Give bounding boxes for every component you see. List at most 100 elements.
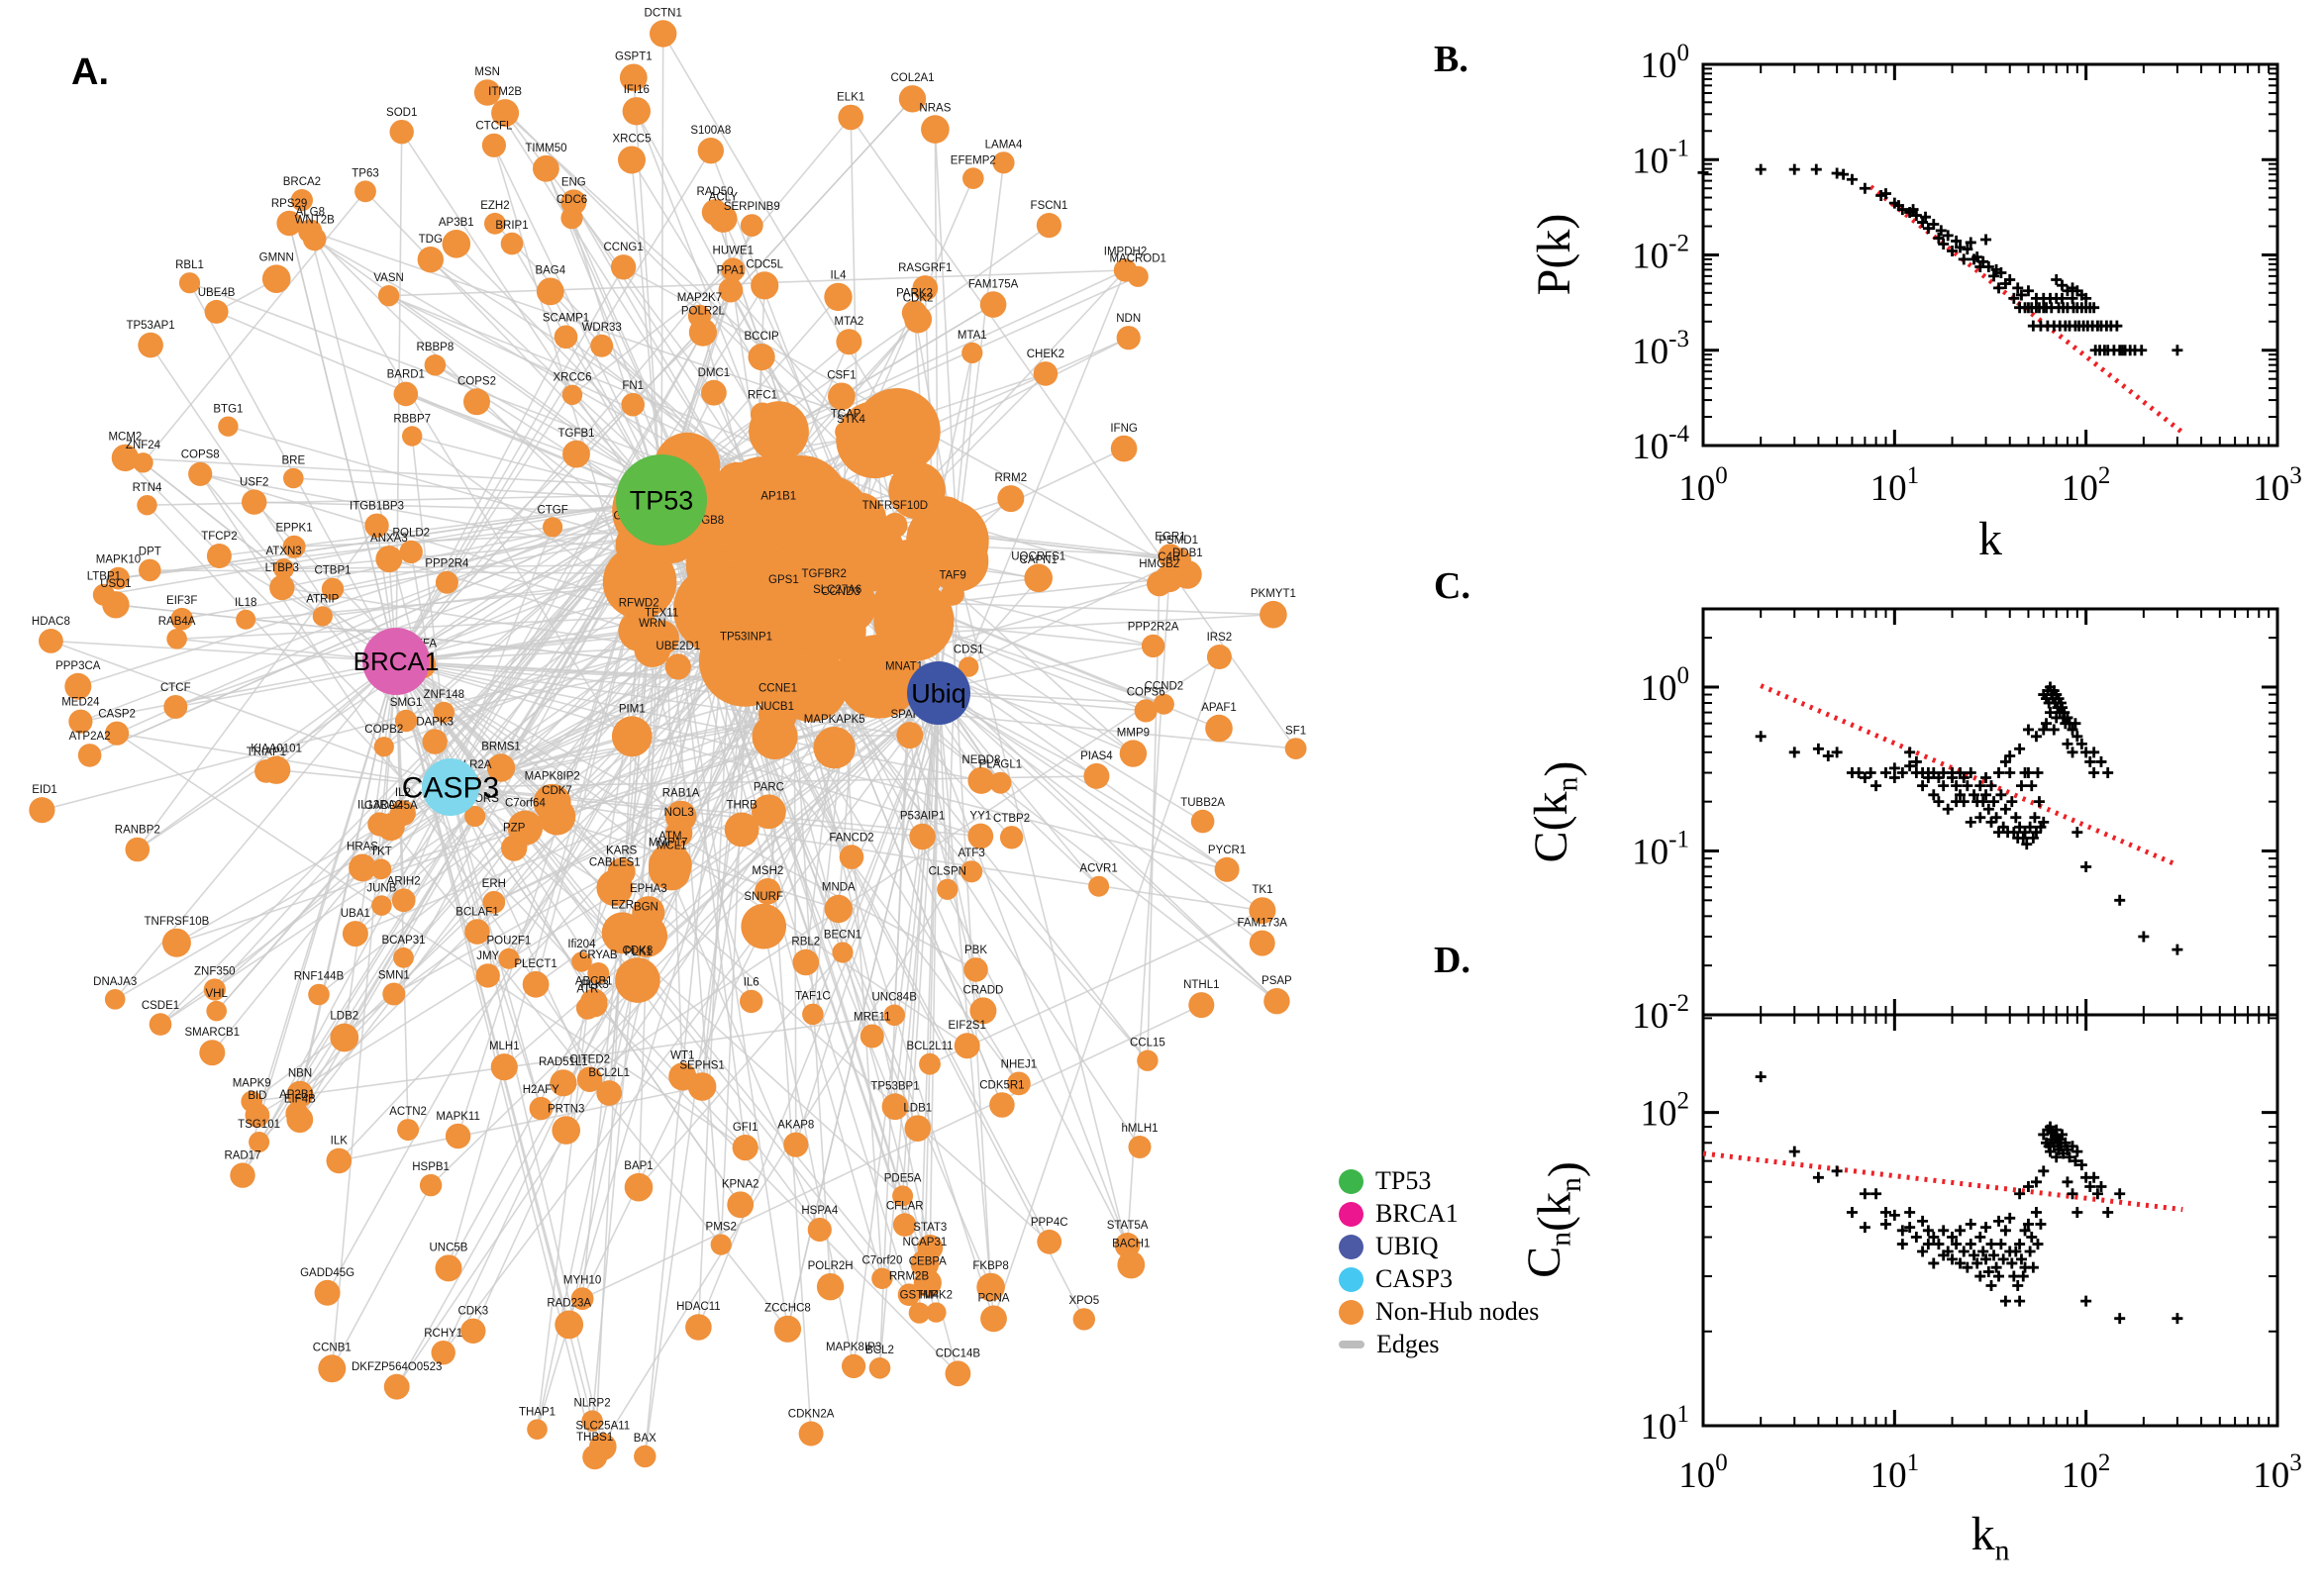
network-node-label: IFNG bbox=[1110, 423, 1138, 435]
network-node bbox=[812, 581, 837, 606]
network-node bbox=[709, 204, 738, 233]
network-node-label: CDK3 bbox=[457, 1306, 488, 1318]
network-node-label: P53AIP1 bbox=[900, 811, 945, 823]
network-node-label: GMNN bbox=[259, 251, 294, 263]
network-node bbox=[199, 1040, 226, 1066]
network-node-label: CLSPN bbox=[929, 866, 966, 878]
panel-d-label: D. bbox=[1434, 940, 1470, 981]
network-node bbox=[242, 489, 267, 515]
network-node-label: H2AFY bbox=[523, 1084, 559, 1096]
network-node bbox=[68, 709, 93, 734]
network-node-label: RRM2B bbox=[889, 1270, 930, 1282]
network-node-label: USO1 bbox=[100, 578, 131, 590]
network-node-label: CSDE1 bbox=[142, 1000, 179, 1012]
network-node-label: MLH1 bbox=[489, 1041, 520, 1052]
legend-item-non-hub-nodes: Non-Hub nodes bbox=[1339, 1299, 1539, 1325]
network-node-label: CCNE1 bbox=[758, 682, 797, 694]
network-node bbox=[206, 544, 232, 568]
network-node bbox=[590, 334, 614, 357]
network-node bbox=[276, 210, 302, 237]
network-node bbox=[349, 853, 376, 882]
network-node bbox=[249, 1132, 270, 1152]
network-node-label: COPB2 bbox=[364, 724, 403, 736]
network-node bbox=[980, 1305, 1007, 1333]
network-node bbox=[399, 540, 423, 564]
network-node-label: JMY bbox=[476, 950, 499, 962]
network-node bbox=[828, 382, 856, 411]
network-node-label: CDK7 bbox=[542, 785, 572, 797]
network-node-label: UQCRFS1 bbox=[1011, 551, 1065, 563]
network-node-label: LTBP1 bbox=[87, 571, 121, 583]
svg-text:102: 102 bbox=[2062, 1449, 2111, 1496]
network-node-label: BECN1 bbox=[824, 929, 861, 941]
network-node bbox=[236, 609, 256, 630]
network-node-label: ALG8 bbox=[296, 207, 325, 219]
network-node-label: SF1 bbox=[1285, 725, 1306, 737]
network-node bbox=[832, 942, 854, 963]
network-node bbox=[533, 154, 559, 182]
network-node-label: ZNF148 bbox=[424, 689, 465, 701]
network-node-label: MNDA bbox=[822, 882, 856, 894]
network-node-label: CCND3 bbox=[821, 586, 860, 598]
network-node bbox=[529, 1096, 553, 1121]
network-node-label: CCNG1 bbox=[603, 242, 643, 253]
network-node bbox=[397, 1119, 420, 1142]
network-node-label: CHEK2 bbox=[1027, 349, 1064, 360]
legend-label: TP53 bbox=[1375, 1166, 1432, 1195]
network-node bbox=[912, 275, 939, 301]
network-node-label: CTBP1 bbox=[314, 565, 351, 577]
network-node bbox=[824, 894, 853, 924]
network-node-label: CRADD bbox=[962, 984, 1003, 996]
network-node-label: NBN bbox=[288, 1068, 312, 1080]
svg-text:Cn(kn): Cn(kn) bbox=[1518, 1161, 1591, 1278]
network-node bbox=[560, 189, 587, 216]
network-node-label: CCND2 bbox=[1145, 681, 1184, 693]
network-node-label: LDB1 bbox=[903, 1103, 932, 1115]
network-node-label: UBE2D1 bbox=[656, 641, 700, 652]
network-node-label: CDS1 bbox=[954, 644, 984, 655]
network-node-label: STK4 bbox=[837, 414, 865, 426]
network-node-label: RAB1A bbox=[662, 788, 700, 800]
network-node-label: TFCP2 bbox=[201, 531, 237, 543]
hub-label-casp3: CASP3 bbox=[402, 772, 499, 805]
network-node-label: BGN bbox=[634, 902, 658, 914]
network-node bbox=[1134, 699, 1158, 723]
network-node bbox=[649, 849, 688, 890]
network-node-label: CTGF bbox=[537, 504, 567, 516]
network-node-label: GPS1 bbox=[768, 574, 799, 586]
network-node-label: PPP2R2A bbox=[1128, 622, 1179, 634]
network-node-label: PCNA bbox=[978, 1293, 1010, 1305]
network-node-label: TRIAP1 bbox=[247, 747, 286, 758]
network-node-label: USF2 bbox=[240, 476, 268, 488]
network-node bbox=[105, 721, 130, 746]
network-node-label: CCNB1 bbox=[313, 1342, 352, 1353]
network-node bbox=[491, 99, 520, 128]
network-node-label: YY1 bbox=[969, 811, 991, 823]
network-node bbox=[976, 1272, 1005, 1302]
network-node-label: ACLY bbox=[709, 192, 739, 204]
network-node bbox=[634, 1445, 656, 1468]
network-node-label: CTCF bbox=[160, 682, 191, 694]
network-node bbox=[1116, 326, 1141, 350]
network-node bbox=[967, 766, 995, 794]
network-node-label: RBL2 bbox=[791, 937, 820, 948]
network-node bbox=[389, 800, 416, 827]
hub-node-tp53 bbox=[616, 454, 707, 546]
network-node bbox=[752, 714, 798, 759]
network-node-label: PRTN3 bbox=[548, 1103, 585, 1115]
network-node-label: RRM2 bbox=[995, 472, 1028, 484]
network-node bbox=[570, 1287, 594, 1311]
network-node-label: CSF1 bbox=[827, 369, 856, 381]
network-node-label: IRS2 bbox=[1207, 632, 1233, 644]
network-node-label: LDB2 bbox=[330, 1011, 358, 1023]
network-node bbox=[230, 1162, 255, 1188]
network-node bbox=[1249, 930, 1275, 956]
network-node-label: PSMD1 bbox=[1159, 535, 1198, 547]
network-node-label: BTG1 bbox=[213, 404, 243, 416]
network-node bbox=[377, 285, 400, 307]
network-node bbox=[727, 1191, 755, 1219]
network-node bbox=[961, 342, 983, 363]
network-node-label: CTCFL bbox=[475, 121, 513, 133]
network-node-label: ACTN2 bbox=[389, 1106, 427, 1118]
